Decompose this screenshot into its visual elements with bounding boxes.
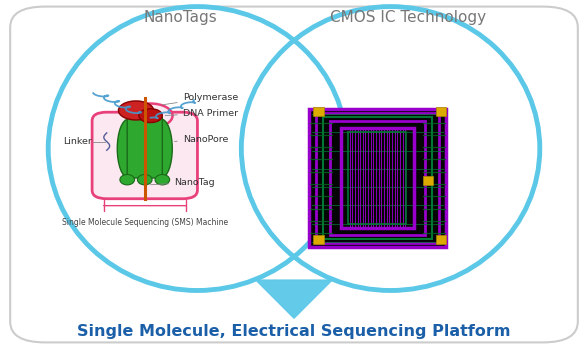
FancyBboxPatch shape	[127, 116, 162, 178]
Text: NanoTag: NanoTag	[151, 178, 215, 187]
Ellipse shape	[138, 174, 152, 185]
FancyBboxPatch shape	[10, 7, 578, 342]
Text: Polymerase: Polymerase	[162, 93, 238, 105]
Bar	[341, 128, 414, 228]
Bar	[309, 109, 446, 247]
Ellipse shape	[129, 104, 172, 128]
Text: Linker: Linker	[64, 137, 92, 146]
FancyBboxPatch shape	[92, 112, 198, 199]
Ellipse shape	[117, 119, 139, 178]
Text: NanoPore: NanoPore	[175, 135, 228, 143]
Polygon shape	[256, 280, 332, 318]
Bar	[436, 235, 446, 244]
Text: DNA Primer: DNA Primer	[165, 109, 238, 118]
Ellipse shape	[139, 109, 162, 122]
Bar	[349, 132, 406, 224]
Ellipse shape	[155, 174, 170, 185]
Ellipse shape	[118, 101, 153, 120]
Bar	[330, 121, 425, 235]
Ellipse shape	[120, 174, 135, 185]
Ellipse shape	[150, 119, 172, 178]
Text: NanoTags: NanoTags	[143, 10, 217, 25]
Text: Single Molecule Sequencing (SMS) Machine: Single Molecule Sequencing (SMS) Machine	[62, 218, 228, 227]
Bar	[316, 113, 439, 243]
Bar	[309, 109, 446, 247]
Bar	[313, 235, 324, 244]
Bar	[423, 176, 433, 185]
Text: CMOS IC Technology: CMOS IC Technology	[330, 10, 486, 25]
Bar	[436, 107, 446, 116]
Bar	[323, 117, 432, 239]
Text: Single Molecule, Electrical Sequencing Platform: Single Molecule, Electrical Sequencing P…	[77, 324, 511, 339]
Bar	[313, 107, 324, 116]
